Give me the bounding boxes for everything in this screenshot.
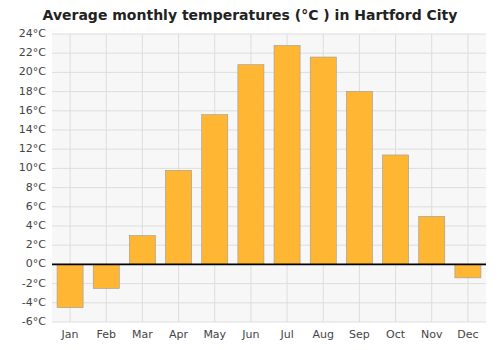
y-tick-label: 8°C <box>26 181 46 194</box>
grid-line <box>52 264 486 265</box>
grid-line <box>52 72 486 73</box>
bar <box>57 264 83 307</box>
y-tick-label: -4°C <box>22 296 46 309</box>
y-tick-label: 0°C <box>26 257 46 270</box>
bar <box>93 264 119 288</box>
grid-line <box>52 322 486 323</box>
x-tick-label: Nov <box>421 328 443 341</box>
y-tick-label: 12°C <box>19 142 46 155</box>
x-tick-label: Apr <box>169 328 189 341</box>
grid <box>52 34 486 322</box>
x-tick-label: Mar <box>132 328 153 341</box>
grid-line <box>52 53 486 54</box>
bar <box>383 155 409 264</box>
y-tick-label: 22°C <box>19 46 46 59</box>
bar <box>129 236 155 265</box>
bar <box>166 170 192 264</box>
grid-line <box>52 110 486 111</box>
grid-line <box>52 149 486 150</box>
x-tick-label: Jul <box>279 328 293 341</box>
bar <box>346 92 372 265</box>
y-tick-label: 2°C <box>26 238 46 251</box>
y-tick-label: -2°C <box>22 277 46 290</box>
y-tick-label: 14°C <box>19 123 46 136</box>
x-tick-label: Aug <box>313 328 334 341</box>
bar <box>202 115 228 265</box>
grid-line <box>52 34 486 35</box>
bar <box>310 57 336 264</box>
bar <box>238 65 264 265</box>
grid-line <box>52 206 486 207</box>
title: Average monthly temperatures (°C ) in Ha… <box>43 7 458 23</box>
bar <box>274 46 300 265</box>
grid-line <box>52 91 486 92</box>
bar <box>455 264 481 277</box>
grid-line <box>52 302 486 303</box>
y-tick-label: 20°C <box>19 65 46 78</box>
page: {"chart_data": {"type": "bar", "title": … <box>0 0 500 350</box>
grid-line <box>52 130 486 131</box>
chart: -6°C -4°C -2°C 0°C 2°C 4°C 6°C 8°C 10°C 12°C 14°C 1… <box>0 0 500 350</box>
bars <box>57 46 481 308</box>
plot-area <box>52 34 486 322</box>
y-ticks: -6°C -4°C -2°C 0°C 2°C 4°C 6°C 8°C 10°C 12°C 14°C 1… <box>19 27 46 328</box>
x-tick-label: Feb <box>97 328 116 341</box>
grid-line <box>52 168 486 169</box>
x-tick-label: Jun <box>241 328 259 341</box>
x-tick-label: Oct <box>386 328 406 341</box>
grid-line <box>142 34 143 322</box>
x-tick-label: Jan <box>61 328 79 341</box>
grid-line <box>467 34 468 322</box>
x-tick-label: Dec <box>457 328 478 341</box>
x-ticks: Jan Feb Mar Apr May Jun Jul Aug Sep Oct Nov Dec <box>61 328 479 341</box>
y-tick-label: 4°C <box>26 219 46 232</box>
y-tick-label: 10°C <box>19 161 46 174</box>
y-tick-label: 18°C <box>19 85 46 98</box>
grid-line <box>52 187 486 188</box>
grid-line <box>431 34 432 322</box>
x-tick-label: May <box>203 328 226 341</box>
y-tick-label: 6°C <box>26 200 46 213</box>
baseline <box>52 263 486 265</box>
y-tick-label: 16°C <box>19 104 46 117</box>
y-tick-label: -6°C <box>22 315 46 328</box>
y-tick-label: 24°C <box>19 27 46 40</box>
bar <box>419 216 445 264</box>
x-tick-label: Sep <box>349 328 370 341</box>
